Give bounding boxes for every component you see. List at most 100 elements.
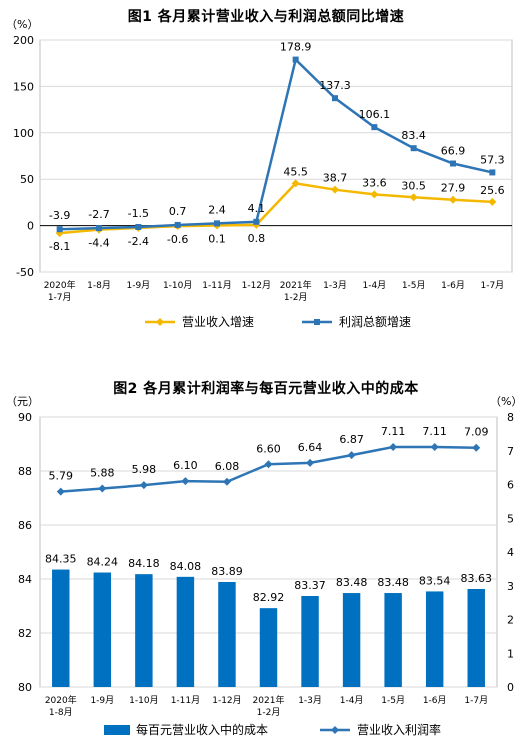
profit-growth-data-label: -1.5 <box>128 207 149 220</box>
revenue-growth-point <box>291 179 300 188</box>
cost-bar <box>93 572 112 687</box>
x-tick-label: 1-7月 <box>48 292 72 303</box>
cost-data-label: 84.24 <box>87 556 119 569</box>
x-tick-label: 1-6月 <box>423 695 447 706</box>
y-right-tick-label: 6 <box>507 479 514 492</box>
profit-growth-point <box>450 160 456 167</box>
profit-margin-data-label: 6.64 <box>298 441 323 454</box>
profit-margin-data-label: 6.10 <box>173 459 198 472</box>
y-tick-label: -50 <box>16 266 34 279</box>
x-tick-label: 1-10月 <box>163 280 192 291</box>
revenue-growth-point <box>449 195 457 204</box>
cost-data-label: 83.54 <box>419 574 451 587</box>
y-left-tick-label: 80 <box>18 681 32 694</box>
profit-margin-point <box>389 443 398 452</box>
profit-growth-data-label: 66.9 <box>441 145 466 158</box>
profit-growth-point <box>489 169 496 176</box>
profit-margin-point <box>472 443 481 452</box>
figure-2: 图2 各月累计利润率与每百元营业收入中的成本 80 82 84 86 88 90 0 1 2 3 4… <box>0 370 532 750</box>
y-right-tick-label: 3 <box>507 580 514 593</box>
revenue-growth-data-label: -4.4 <box>88 237 109 250</box>
revenue-growth-data-label: 0.1 <box>208 233 226 246</box>
profit-margin-point <box>347 451 356 460</box>
profit-growth-point <box>96 225 102 232</box>
y-left-tick-label: 84 <box>18 573 32 586</box>
cost-bar <box>467 588 485 687</box>
profit-growth-data-label: 106.1 <box>359 108 391 121</box>
x-tick-label: 1-11月 <box>171 695 200 706</box>
cost-data-label: 83.48 <box>377 576 409 589</box>
y-tick-label: 0 <box>27 220 34 233</box>
y-right-tick-label: 2 <box>507 614 514 627</box>
x-tick-label: 1-4月 <box>340 695 364 706</box>
profit-growth-point <box>135 223 142 230</box>
chart-title: 图1 各月累计营业收入与利润总额同比增速 <box>127 9 405 25</box>
profit-growth-data-label: 4.1 <box>248 202 266 215</box>
revenue-growth-data-label: -2.4 <box>128 235 149 248</box>
legend-label-cost: 每百元营业收入中的成本 <box>136 722 268 737</box>
cost-bar <box>135 574 153 687</box>
revenue-growth-data-label: 27.9 <box>441 182 466 195</box>
revenue-growth-data-label: 25.6 <box>480 184 505 197</box>
cost-data-label: 84.35 <box>45 553 77 566</box>
y-right-tick-label: 1 <box>507 647 514 660</box>
y-tick-label: 100 <box>13 127 34 140</box>
cost-data-label: 82.92 <box>253 591 285 604</box>
y-right-tick-label: 5 <box>507 512 514 525</box>
x-tick-label: 1-7月 <box>480 280 504 291</box>
profit-margin-point <box>264 460 273 469</box>
cost-bar <box>52 569 70 687</box>
profit-margin-point <box>222 477 231 486</box>
revenue-growth-data-label: 38.7 <box>323 172 348 185</box>
revenue-growth-data-label: 33.6 <box>362 176 387 189</box>
x-tick-label: 1-10月 <box>129 695 158 706</box>
legend-marker-revenue <box>156 318 164 326</box>
x-tick-label: 1-5月 <box>381 695 405 706</box>
x-tick-label: 1-5月 <box>402 280 426 291</box>
profit-growth-data-label: 57.3 <box>480 153 505 166</box>
profit-growth-point <box>292 56 299 63</box>
profit-growth-data-label: 83.4 <box>401 129 426 142</box>
profit-growth-data-label: 137.3 <box>319 79 351 92</box>
cost-data-label: 83.89 <box>211 565 243 578</box>
cost-bar <box>301 596 319 687</box>
legend-marker-profit-margin <box>331 726 339 734</box>
x-tick-label: 1-4月 <box>362 280 386 291</box>
profit-margin-point <box>56 487 65 496</box>
x-tick-label: 1-2月 <box>257 707 281 718</box>
y-left-tick-label: 90 <box>18 411 32 424</box>
profit-margin-data-label: 7.11 <box>381 425 406 438</box>
cost-bar <box>259 608 278 687</box>
x-tick-label: 2021年 <box>253 694 285 706</box>
legend-label-revenue: 营业收入增速 <box>182 315 254 329</box>
y-left-tick-label: 82 <box>18 627 32 640</box>
cost-bar <box>176 576 195 687</box>
y-right-tick-label: 8 <box>507 411 514 424</box>
x-tick-label: 1-6月 <box>441 280 465 291</box>
x-tick-label: 1-12月 <box>212 695 241 706</box>
profit-margin-point <box>181 477 190 486</box>
revenue-growth-data-label: -8.1 <box>49 240 70 253</box>
y-right-tick-label: 7 <box>507 445 514 458</box>
y-unit-label: （%） <box>6 18 38 31</box>
x-tick-label: 1-2月 <box>284 292 308 303</box>
cost-data-label: 84.18 <box>128 557 160 570</box>
y-left-tick-label: 86 <box>18 519 32 532</box>
profit-growth-data-label: 0.7 <box>169 205 187 218</box>
x-tick-label: 2020年 <box>45 694 77 706</box>
cost-bar <box>218 581 236 687</box>
y-tick-label: 50 <box>20 173 34 186</box>
legend-marker-cost <box>104 725 130 735</box>
y-tick-label: 200 <box>13 34 34 47</box>
profit-growth-point <box>410 145 417 152</box>
x-tick-label: 1-9月 <box>90 695 114 706</box>
legend-label-profit-margin: 营业收入利润率 <box>357 722 441 737</box>
revenue-growth-point <box>370 190 379 199</box>
x-tick-label: 2021年 <box>280 279 312 291</box>
profit-margin-point <box>430 443 439 452</box>
profit-growth-point <box>56 226 63 233</box>
y-right-tick-label: 0 <box>507 681 514 694</box>
revenue-growth-data-label: -0.6 <box>167 233 188 246</box>
